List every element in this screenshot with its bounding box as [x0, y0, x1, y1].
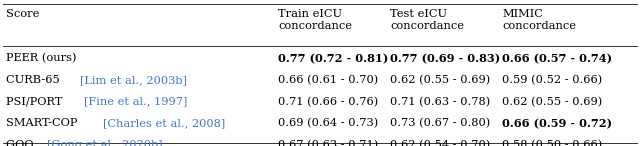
Text: 0.71 (0.63 - 0.78): 0.71 (0.63 - 0.78): [390, 97, 491, 107]
Text: 0.66 (0.57 - 0.74): 0.66 (0.57 - 0.74): [502, 53, 612, 64]
Text: [Lim et al., 2003b]: [Lim et al., 2003b]: [81, 75, 188, 85]
Text: GOQ: GOQ: [6, 140, 38, 146]
Text: [Gong et al., 2020b]: [Gong et al., 2020b]: [47, 140, 163, 146]
Text: 0.77 (0.69 - 0.83): 0.77 (0.69 - 0.83): [390, 53, 500, 64]
Text: 0.59 (0.52 - 0.66): 0.59 (0.52 - 0.66): [502, 75, 603, 85]
Text: 0.62 (0.55 - 0.69): 0.62 (0.55 - 0.69): [390, 75, 491, 85]
Text: 0.77 (0.72 - 0.81): 0.77 (0.72 - 0.81): [278, 53, 388, 64]
Text: 0.58 (0.50 - 0.66): 0.58 (0.50 - 0.66): [502, 140, 603, 146]
Text: MIMIC
concordance: MIMIC concordance: [502, 9, 577, 31]
Text: [Charles et al., 2008]: [Charles et al., 2008]: [103, 118, 225, 128]
Text: 0.62 (0.54 - 0.70): 0.62 (0.54 - 0.70): [390, 140, 491, 146]
Text: 0.67 (0.63 - 0.71): 0.67 (0.63 - 0.71): [278, 140, 379, 146]
Text: 0.71 (0.66 - 0.76): 0.71 (0.66 - 0.76): [278, 97, 379, 107]
Text: SMART-COP: SMART-COP: [6, 118, 81, 128]
Text: Train eICU
concordance: Train eICU concordance: [278, 9, 353, 31]
Text: 0.66 (0.59 - 0.72): 0.66 (0.59 - 0.72): [502, 118, 612, 129]
Text: CURB-65: CURB-65: [6, 75, 64, 85]
Text: 0.66 (0.61 - 0.70): 0.66 (0.61 - 0.70): [278, 75, 379, 85]
Text: Test eICU
concordance: Test eICU concordance: [390, 9, 465, 31]
Text: [Fine et al., 1997]: [Fine et al., 1997]: [84, 97, 187, 106]
Text: Score: Score: [6, 9, 40, 19]
Text: PSI/PORT: PSI/PORT: [6, 97, 67, 106]
Text: 0.73 (0.67 - 0.80): 0.73 (0.67 - 0.80): [390, 118, 491, 128]
Text: 0.69 (0.64 - 0.73): 0.69 (0.64 - 0.73): [278, 118, 379, 128]
Text: PEER (ours): PEER (ours): [6, 53, 77, 64]
Text: 0.62 (0.55 - 0.69): 0.62 (0.55 - 0.69): [502, 97, 603, 107]
